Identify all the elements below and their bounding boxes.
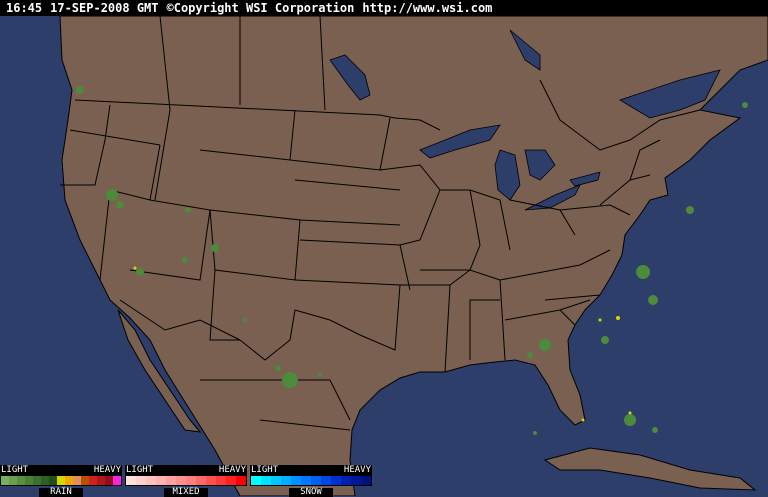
legend-swatch xyxy=(73,476,81,485)
legend-swatch xyxy=(216,476,226,485)
state-borders xyxy=(60,16,701,431)
legend-swatch xyxy=(236,476,246,485)
legend-swatch xyxy=(89,476,97,485)
legend-swatch xyxy=(166,476,176,485)
legend-swatch xyxy=(196,476,206,485)
legend-swatch xyxy=(105,476,113,485)
legend-swatch xyxy=(311,476,321,485)
url: http://www.wsi.com xyxy=(362,1,493,15)
radar-echoes-moderate xyxy=(133,266,632,422)
legend-swatch xyxy=(57,476,65,485)
legend-swatch xyxy=(9,476,17,485)
radar-map xyxy=(0,16,768,496)
legend-name: MIXED xyxy=(164,488,208,497)
legend-name: SNOW xyxy=(289,488,333,497)
legend-color-bar xyxy=(250,475,372,486)
land-baja xyxy=(117,309,202,433)
legend-swatch xyxy=(291,476,301,485)
legend-swatch xyxy=(65,476,73,485)
legend-swatch xyxy=(271,476,281,485)
legend-light-label: LIGHT xyxy=(251,465,279,475)
legend-color-bar xyxy=(125,475,247,486)
legend-swatch xyxy=(17,476,25,485)
legend-swatch xyxy=(226,476,236,485)
legend-swatch xyxy=(186,476,196,485)
legend-swatch xyxy=(81,476,89,485)
legend-mixed: LIGHT HEAVY MIXED xyxy=(125,465,247,497)
legend-swatch xyxy=(341,476,351,485)
legend-light-label: LIGHT xyxy=(1,465,29,475)
timestamp-date: 17-SEP-2008 GMT xyxy=(50,1,159,15)
legend-swatch xyxy=(261,476,271,485)
legend-swatch xyxy=(361,476,371,485)
legend-swatch xyxy=(49,476,57,485)
legend-snow: LIGHT HEAVY SNOW xyxy=(250,465,372,497)
legend-rain: LIGHT HEAVY RAIN xyxy=(0,465,122,497)
legend-swatch xyxy=(206,476,216,485)
legend-light-label: LIGHT xyxy=(126,465,154,475)
legend-swatch xyxy=(33,476,41,485)
legend-heavy-label: HEAVY xyxy=(343,465,371,475)
legend-swatch xyxy=(156,476,166,485)
legend-heavy-label: HEAVY xyxy=(93,465,121,475)
land-cuba xyxy=(543,447,757,491)
legend-swatch xyxy=(351,476,361,485)
legend-swatch xyxy=(176,476,186,485)
legend-color-bar xyxy=(0,475,122,486)
legend-swatch xyxy=(113,476,121,485)
legend-name: RAIN xyxy=(39,488,83,497)
great-lakes xyxy=(329,29,721,211)
timestamp-time: 16:45 xyxy=(6,1,43,15)
legend-swatch xyxy=(41,476,49,485)
legend-heavy-label: HEAVY xyxy=(218,465,246,475)
land-north-america xyxy=(59,16,768,496)
legend-swatch xyxy=(126,476,136,485)
legend-swatch xyxy=(97,476,105,485)
legend-swatch xyxy=(1,476,9,485)
legend-swatch xyxy=(331,476,341,485)
radar-echoes xyxy=(76,86,748,435)
legend-swatch xyxy=(25,476,33,485)
legend-swatch xyxy=(301,476,311,485)
copyright: ©Copyright WSI Corporation xyxy=(166,1,355,15)
legend-swatch xyxy=(251,476,261,485)
legend-swatch xyxy=(146,476,156,485)
legend-swatch xyxy=(281,476,291,485)
map-header: 16:45 17-SEP-2008 GMT ©Copyright WSI Corpo… xyxy=(0,0,768,16)
legend-swatch xyxy=(321,476,331,485)
legend-swatch xyxy=(136,476,146,485)
